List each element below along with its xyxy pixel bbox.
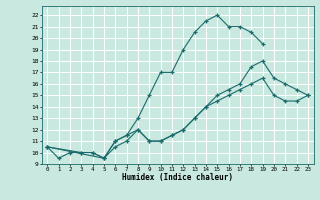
X-axis label: Humidex (Indice chaleur): Humidex (Indice chaleur) <box>122 173 233 182</box>
